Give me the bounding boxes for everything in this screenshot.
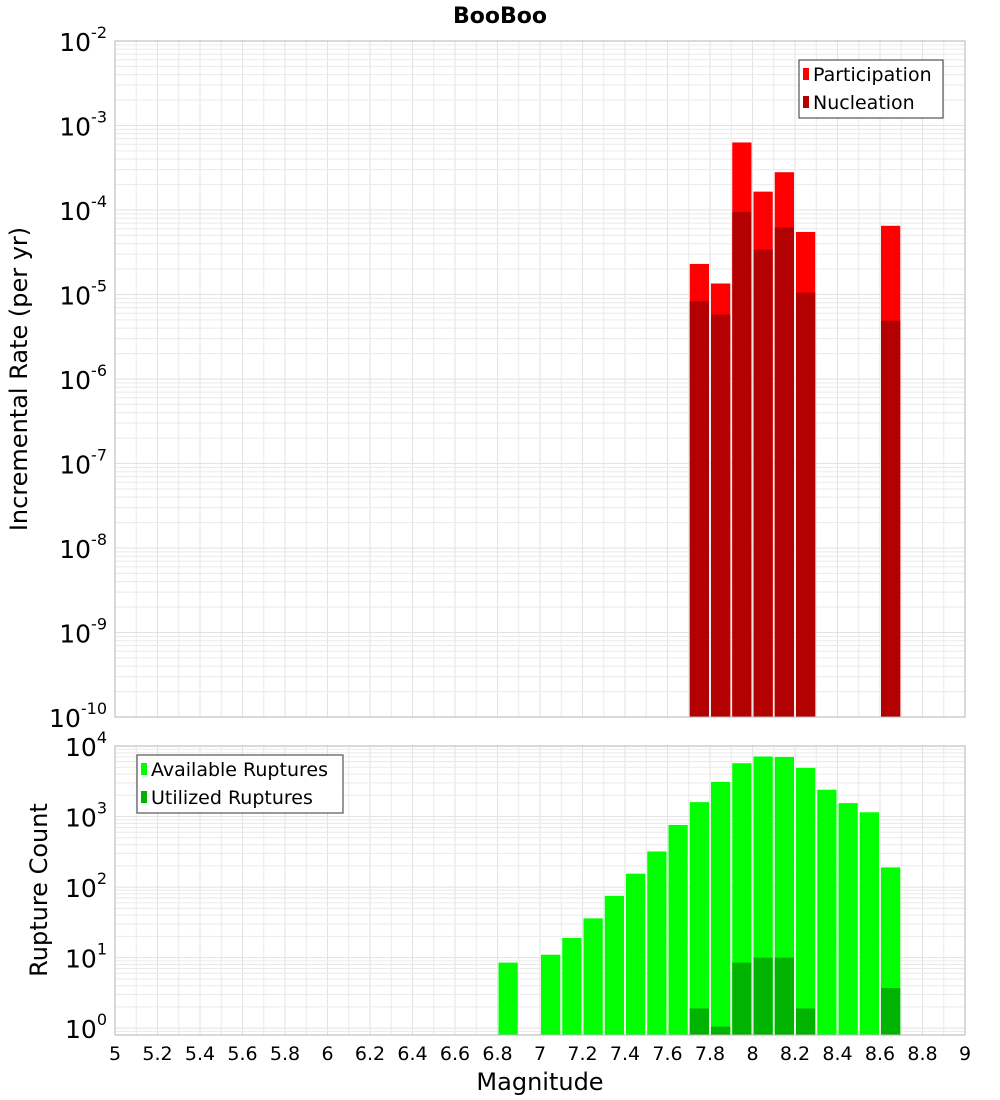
top-plot-grid [114,41,966,718]
bar-available-ruptures [604,895,624,1035]
bar-nucleation [732,211,752,717]
y-tick-label: 104 [65,728,107,762]
bar-utilized-ruptures [753,957,773,1035]
y-tick-label: 10-3 [59,108,107,142]
bottom-plot: 100 101 102 103 104 5 5.2 5.4 5.6 5.8 6 6.2 6.4 6.6 6… [25,728,971,1096]
bar-available-ruptures [689,802,709,1035]
bar-available-ruptures [647,851,667,1035]
bar-utilized-ruptures [774,957,794,1035]
top-plot-frame [114,40,966,718]
bar-available-ruptures [796,767,816,1035]
legend-box [136,754,344,814]
legend-label: Participation [813,64,932,86]
bottom-plot-y-axis-label: Rupture Count [25,803,53,977]
bar-available-ruptures [711,781,731,1035]
legend-swatch [803,68,809,80]
x-tick-label: 7.2 [567,1043,597,1065]
y-tick-label: 102 [65,869,107,903]
y-tick-label: 10-9 [59,615,107,649]
legend-label: Utilized Ruptures [151,787,313,809]
x-tick-label: 7.6 [652,1043,682,1065]
legend-swatch [803,96,809,108]
bottom-plot-legend: Available Ruptures Utilized Ruptures [136,754,344,814]
x-tick-label: 8.6 [865,1043,895,1065]
x-tick-label: 8.8 [907,1043,937,1065]
x-tick-label: 7.4 [610,1043,640,1065]
x-tick-label: 7.8 [695,1043,725,1065]
bar-nucleation [774,227,794,717]
bar-nucleation [689,301,709,717]
chart-title: BooBoo [453,4,547,29]
bar-available-ruptures [859,812,879,1035]
x-tick-label: 7 [534,1043,546,1065]
y-tick-label: 10-5 [59,277,107,311]
legend-swatch [141,791,147,803]
bar-nucleation [711,314,731,717]
x-tick-label: 6 [321,1043,333,1065]
bar-available-ruptures [626,873,646,1035]
y-tick-label: 10-2 [59,23,107,57]
x-tick-label: 8.4 [822,1043,852,1065]
y-tick-label: 10-6 [59,361,107,395]
x-tick-label: 5.4 [185,1043,215,1065]
x-tick-label: 6.4 [397,1043,427,1065]
y-tick-label: 10-7 [59,446,107,480]
legend-box [798,59,944,119]
y-tick-label: 10-4 [59,192,107,226]
x-tick-labels: 5 5.2 5.4 5.6 5.8 6 6.2 6.4 6.6 6.8 7 7.2 7.4 7.6 7.8 8… [109,1043,971,1065]
bar-available-ruptures [498,962,518,1035]
top-plot: 10-10 10-9 10-8 10-7 10-6 10-5 10-4 10-3 10-2 In… [5,23,966,733]
bar-utilized-ruptures [732,962,752,1035]
x-tick-label: 8.2 [780,1043,810,1065]
x-tick-label: 5 [109,1043,121,1065]
x-tick-label: 6.2 [355,1043,385,1065]
x-tick-label: 9 [959,1043,971,1065]
bar-utilized-ruptures [689,1008,709,1035]
bottom-plot-y-tick-labels: 100 101 102 103 104 [65,728,107,1044]
bar-nucleation [881,320,901,717]
legend-label: Nucleation [813,92,915,114]
bar-nucleation [753,249,773,717]
top-plot-y-tick-labels: 10-10 10-9 10-8 10-7 10-6 10-5 10-4 10-3 10-2 [49,23,107,733]
x-axis-label: Magnitude [476,1068,603,1096]
bottom-plot-frame [114,745,966,1036]
x-tick-label: 8 [746,1043,758,1065]
x-tick-label: 5.2 [142,1043,172,1065]
bar-available-ruptures [838,803,858,1035]
bar-available-ruptures [541,954,561,1035]
bar-nucleation [796,292,816,717]
x-tick-label: 6.6 [440,1043,470,1065]
bottom-plot-bars [498,756,901,1035]
bar-utilized-ruptures [711,1026,731,1035]
y-tick-label: 10-10 [49,699,107,733]
x-tick-label: 6.8 [482,1043,512,1065]
top-plot-bars [689,142,901,718]
x-tick-label: 5.6 [227,1043,257,1065]
bar-utilized-ruptures [796,1008,816,1035]
bar-available-ruptures [668,824,688,1035]
bar-available-ruptures [583,918,603,1035]
bar-utilized-ruptures [881,988,901,1035]
top-plot-y-axis-label: Incremental Rate (per yr) [5,227,33,531]
legend-label: Available Ruptures [151,759,328,781]
bar-available-ruptures [562,937,582,1035]
y-tick-label: 101 [65,940,107,974]
y-tick-label: 100 [65,1010,107,1044]
y-tick-label: 103 [65,799,107,833]
y-tick-label: 10-8 [59,530,107,564]
legend-swatch [141,763,147,775]
x-tick-label: 5.8 [270,1043,300,1065]
top-plot-legend: Participation Nucleation [798,59,944,119]
bar-available-ruptures [817,789,837,1035]
